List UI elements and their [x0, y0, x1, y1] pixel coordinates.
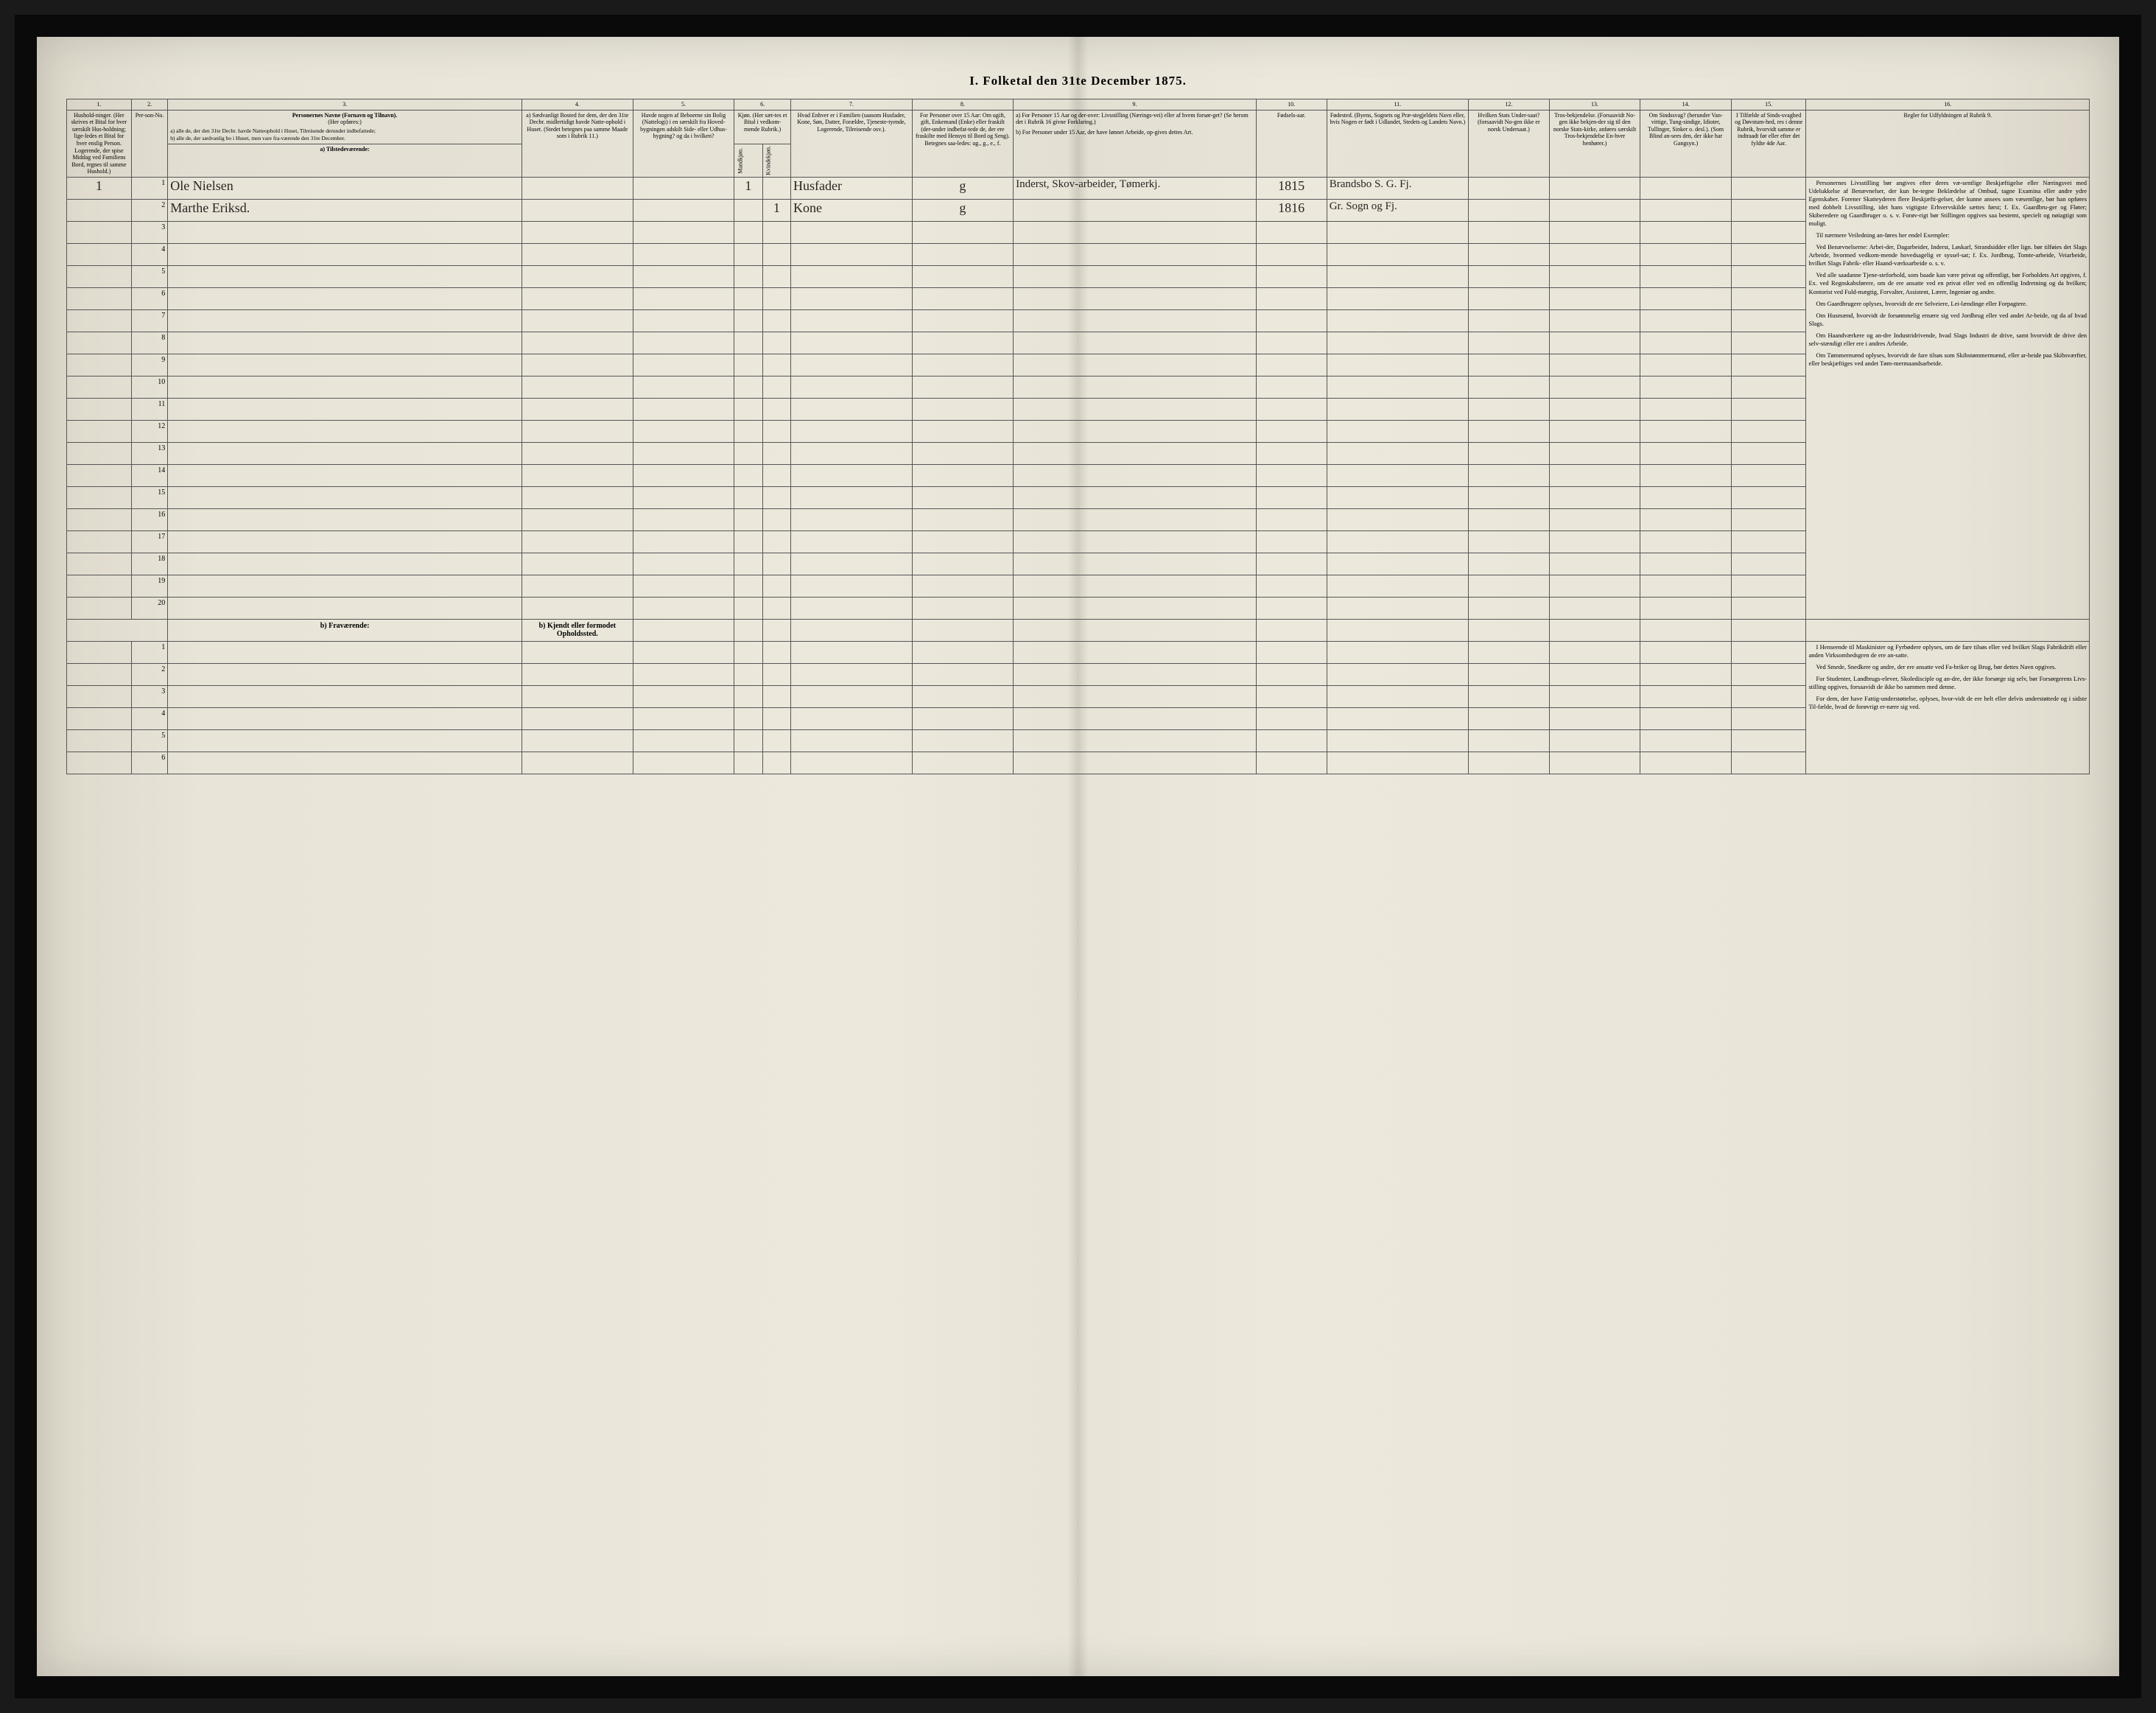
col-num-4: 4. — [522, 99, 633, 111]
hdr-3-sub: (Her opføres:) — [170, 119, 519, 126]
instructions-text: Personernes Livsstilling bør angives eft… — [1806, 177, 2090, 619]
table-row: 12 — [67, 420, 2090, 442]
hdr-3: Personernes Navne (Fornavn og Tilnavn). … — [168, 110, 522, 144]
table-row: 2 — [67, 663, 2090, 685]
table-row: 9 — [67, 354, 2090, 376]
table-row: 2Marthe Eriksd.1Koneg1816Gr. Sogn og Fj. — [67, 199, 2090, 221]
col-num-3: 3. — [168, 99, 522, 111]
hdr-1: Hushold-ninger. (Her skrives et Bital fo… — [67, 110, 132, 177]
hdr-6a: Mandkjøn. — [734, 144, 762, 178]
section-b-col4: b) Kjendt eller formodet Opholdssted. — [522, 619, 633, 641]
hdr-3b: b) alle de, der sædvanlig bo i Huset, me… — [170, 136, 519, 142]
absent-rows: 1I Henseende til Maskinister og Fyrbøder… — [67, 641, 2090, 774]
hdr-3-title: Personernes Navne (Fornavn og Tilnavn). — [170, 112, 519, 119]
section-a-label: a) Tilstedeværende: — [168, 144, 522, 178]
table-row: 5 — [67, 729, 2090, 752]
hdr-5: Havde nogen af Beboerne sin Bolig (Natte… — [633, 110, 734, 177]
hdr-13: Tros-bekjendelse. (Forsaavidt No-gen ikk… — [1549, 110, 1640, 177]
table-row: 4 — [67, 243, 2090, 265]
census-table: 1. 2. 3. 4. 5. 6. 7. 8. 9. 10. 11. 12. 1… — [66, 99, 2090, 774]
photo-frame: I. Folketal den 31te December 1875. 1. 2… — [15, 15, 2141, 1698]
table-header: 1. 2. 3. 4. 5. 6. 7. 8. 9. 10. 11. 12. 1… — [67, 99, 2090, 178]
page-title: I. Folketal den 31te December 1875. — [66, 74, 2090, 88]
table-row: 7 — [67, 309, 2090, 332]
col-num-11: 11. — [1327, 99, 1468, 111]
table-row: 6 — [67, 287, 2090, 309]
hdr-2: Per-son-No. — [131, 110, 167, 177]
table-row: 4 — [67, 707, 2090, 729]
table-row: 20 — [67, 597, 2090, 619]
table-row: 17 — [67, 530, 2090, 553]
col-num-13: 13. — [1549, 99, 1640, 111]
table-row: 6 — [67, 752, 2090, 774]
col-num-7: 7. — [791, 99, 913, 111]
person-name: Ole Nielsen — [170, 178, 233, 193]
table-row: 14 — [67, 464, 2090, 486]
hdr-15: I Tilfælde af Sinds-svaghed og Døvstum-h… — [1731, 110, 1806, 177]
col-num-12: 12. — [1468, 99, 1549, 111]
instructions-text-cont: I Henseende til Maskinister og Fyrbødere… — [1806, 641, 2090, 774]
hdr-3a: a) alle de, der den 31te Decbr. havde Na… — [170, 128, 519, 135]
hdr-6b: Kvindekjøn. — [762, 144, 790, 178]
absent-section: b) Fraværende: b) Kjendt eller formodet … — [67, 619, 2090, 641]
table-row: 19 — [67, 575, 2090, 597]
table-row: 11Ole Nielsen1HusfadergInderst, Skov-arb… — [67, 177, 2090, 199]
hdr-6: Kjøn. (Her sæt-tes et Bital i vedkom-men… — [734, 110, 791, 144]
hdr-4: a) Sædvanligt Bosted for dem, der den 31… — [522, 110, 633, 177]
hdr-8: For Personer over 15 Aar: Om ugift, gift… — [912, 110, 1013, 177]
col-num-5: 5. — [633, 99, 734, 111]
col-num-8: 8. — [912, 99, 1013, 111]
table-row: 10 — [67, 376, 2090, 398]
person-name: Marthe Eriksd. — [170, 200, 250, 215]
table-row: 5 — [67, 265, 2090, 287]
table-row: 3 — [67, 685, 2090, 707]
col-num-10: 10. — [1256, 99, 1327, 111]
hdr-7: Hvad Enhver er i Familien (saasom Husfad… — [791, 110, 913, 177]
table-row: 8 — [67, 332, 2090, 354]
col-num-16: 16. — [1806, 99, 2090, 111]
col-num-1: 1. — [67, 99, 132, 111]
table-row: 13 — [67, 442, 2090, 464]
table-row: 18 — [67, 553, 2090, 575]
col-num-9: 9. — [1014, 99, 1257, 111]
section-b-label: b) Fraværende: — [168, 619, 522, 641]
census-page: I. Folketal den 31te December 1875. 1. 2… — [37, 37, 2119, 1676]
hdr-9: a) For Personer 15 Aar og der-over: Livs… — [1014, 110, 1257, 177]
hdr-14: Om Sindssvag? (herunder Van-vittige, Tun… — [1640, 110, 1732, 177]
hdr-9b: b) For Personer under 15 Aar, der have l… — [1016, 129, 1254, 136]
col-num-6: 6. — [734, 99, 791, 111]
col-num-2: 2. — [131, 99, 167, 111]
table-row: 1I Henseende til Maskinister og Fyrbøder… — [67, 641, 2090, 663]
table-row: 16 — [67, 508, 2090, 530]
hdr-12: Hvilken Stats Under-saat? (forsaavidt No… — [1468, 110, 1549, 177]
hdr-10: Fødsels-aar. — [1256, 110, 1327, 177]
table-row: 15 — [67, 486, 2090, 508]
hdr-9a: a) For Personer 15 Aar og der-over: Livs… — [1016, 112, 1254, 126]
hdr-16: Regler for Udfyldningen af Rubrik 9. — [1806, 110, 2090, 177]
table-row: 11 — [67, 398, 2090, 420]
col-num-15: 15. — [1731, 99, 1806, 111]
hdr-11: Fødested. (Byens, Sognets og Præ-stegjel… — [1327, 110, 1468, 177]
present-rows: 11Ole Nielsen1HusfadergInderst, Skov-arb… — [67, 177, 2090, 619]
table-row: 3 — [67, 221, 2090, 243]
col-num-14: 14. — [1640, 99, 1732, 111]
